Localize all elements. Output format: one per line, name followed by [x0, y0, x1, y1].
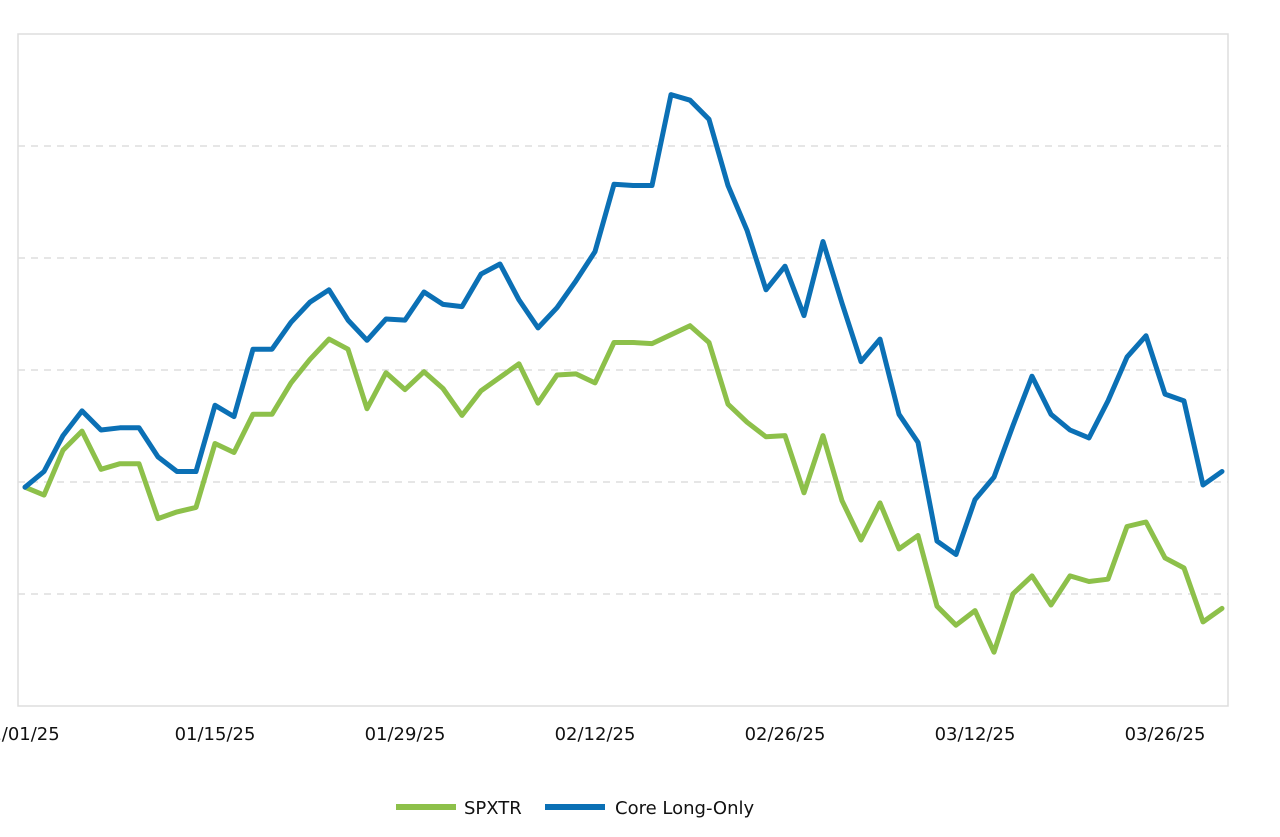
legend-label-spxtr: SPXTR [464, 798, 522, 819]
x-tick-label: 01/29/25 [365, 724, 446, 745]
series-line-spxtr [22, 323, 1225, 655]
x-tick-label: 02/26/25 [745, 724, 826, 745]
x-axis-tick-labels: 1/01/25 01/15/25 01/29/25 02/12/25 02/26/25 0… [0, 724, 1205, 745]
x-tick-label: 1/01/25 [0, 724, 60, 745]
x-tick-label: 03/12/25 [935, 724, 1016, 745]
series-lines [22, 92, 1225, 655]
plot-area-border [17, 33, 1229, 707]
series-line-core-long-only [22, 92, 1225, 557]
x-tick-label: 02/12/25 [555, 724, 636, 745]
x-tick-label: 01/15/25 [175, 724, 256, 745]
gridlines [18, 145, 1228, 595]
legend: SPXTR Core Long-Only [396, 798, 755, 819]
x-tick-label: 03/26/25 [1125, 724, 1206, 745]
legend-label-core-long-only: Core Long-Only [615, 798, 755, 819]
